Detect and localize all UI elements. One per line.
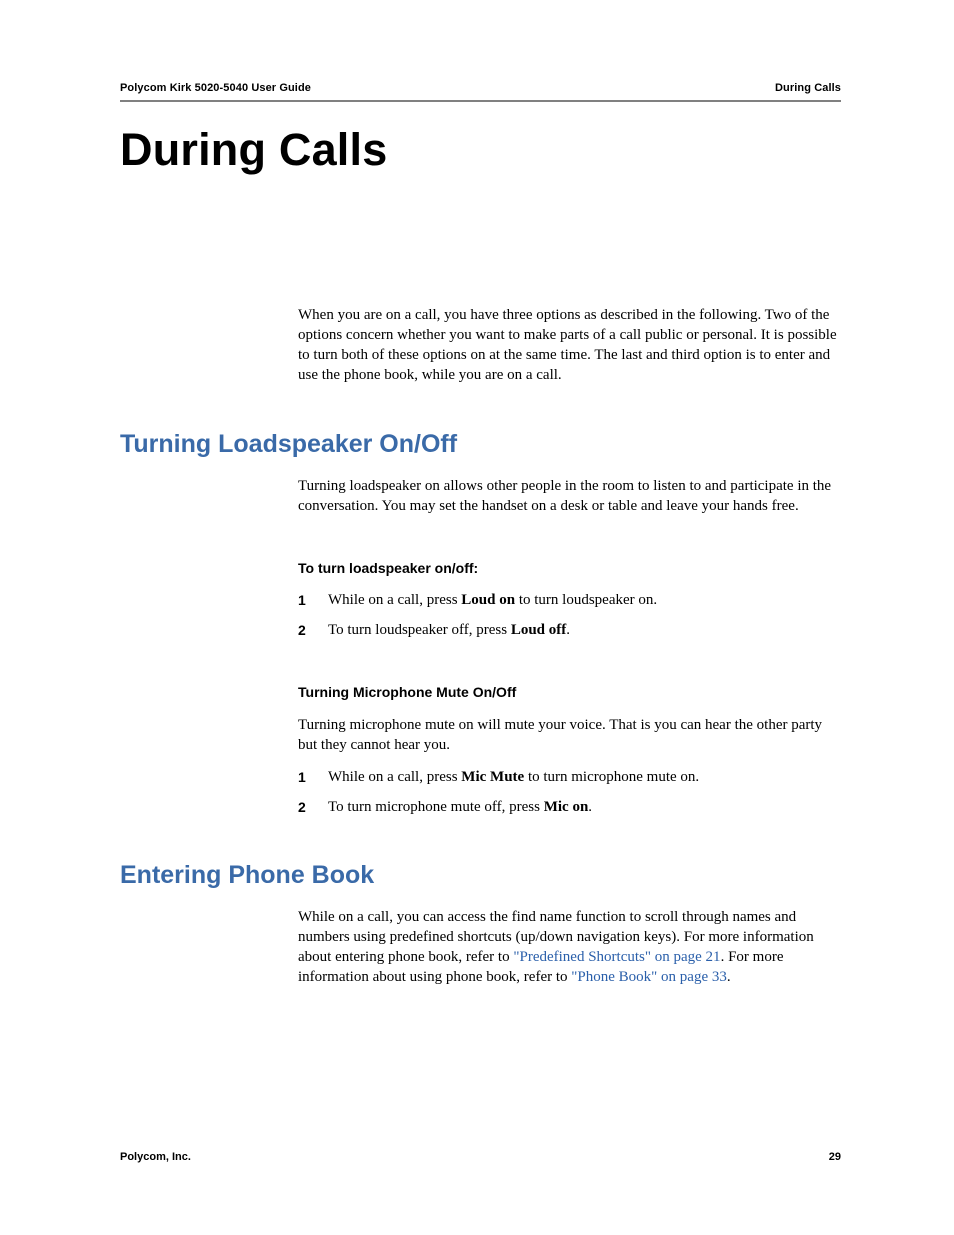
mic-mute-heading: Turning Microphone Mute On/Off xyxy=(298,683,841,702)
step-text: While on a call, press xyxy=(328,769,461,785)
step-bold: Mic on xyxy=(544,799,589,815)
step-text: to turn microphone mute on. xyxy=(524,769,699,785)
phone-book-link[interactable]: "Phone Book" on page 33 xyxy=(571,969,727,985)
list-item: While on a call, press Mic Mute to turn … xyxy=(298,768,841,788)
list-item: To turn microphone mute off, press Mic o… xyxy=(298,798,841,818)
loadspeaker-steps-heading: To turn loadspeaker on/off: xyxy=(298,559,841,578)
step-text: While on a call, press xyxy=(328,592,461,608)
section-loadspeaker-title: Turning Loadspeaker On/Off xyxy=(120,430,841,459)
running-footer: Polycom, Inc. 29 xyxy=(120,1151,841,1163)
footer-left-text: Polycom, Inc. xyxy=(120,1151,191,1163)
section-phonebook-title: Entering Phone Book xyxy=(120,861,841,890)
header-rule xyxy=(120,100,841,102)
page-container: Polycom Kirk 5020-5040 User Guide During… xyxy=(0,0,954,1235)
step-bold: Loud on xyxy=(461,592,515,608)
step-text: To turn microphone mute off, press xyxy=(328,799,544,815)
phonebook-text: . xyxy=(727,969,731,985)
section-loadspeaker-body: Turning loadspeaker on allows other peop… xyxy=(298,477,841,818)
step-text: . xyxy=(588,799,592,815)
intro-paragraph: When you are on a call, you have three o… xyxy=(298,306,841,386)
step-text: To turn loudspeaker off, press xyxy=(328,622,511,638)
chapter-title: During Calls xyxy=(120,124,841,176)
section-phonebook-body: While on a call, you can access the find… xyxy=(298,908,841,988)
intro-block: When you are on a call, you have three o… xyxy=(298,306,841,386)
loadspeaker-steps-list: While on a call, press Loud on to turn l… xyxy=(298,591,841,641)
running-header: Polycom Kirk 5020-5040 User Guide During… xyxy=(120,82,841,94)
phonebook-paragraph: While on a call, you can access the find… xyxy=(298,908,841,988)
step-text: to turn loudspeaker on. xyxy=(515,592,657,608)
header-left-text: Polycom Kirk 5020-5040 User Guide xyxy=(120,82,311,94)
header-right-text: During Calls xyxy=(775,82,841,94)
mic-mute-steps-list: While on a call, press Mic Mute to turn … xyxy=(298,768,841,818)
loadspeaker-description: Turning loadspeaker on allows other peop… xyxy=(298,477,841,517)
predefined-shortcuts-link[interactable]: "Predefined Shortcuts" on page 21 xyxy=(513,949,720,965)
step-text: . xyxy=(566,622,570,638)
step-bold: Loud off xyxy=(511,622,566,638)
mic-mute-description: Turning microphone mute on will mute you… xyxy=(298,716,841,756)
footer-page-number: 29 xyxy=(829,1151,841,1163)
list-item: To turn loudspeaker off, press Loud off. xyxy=(298,621,841,641)
list-item: While on a call, press Loud on to turn l… xyxy=(298,591,841,611)
step-bold: Mic Mute xyxy=(461,769,524,785)
